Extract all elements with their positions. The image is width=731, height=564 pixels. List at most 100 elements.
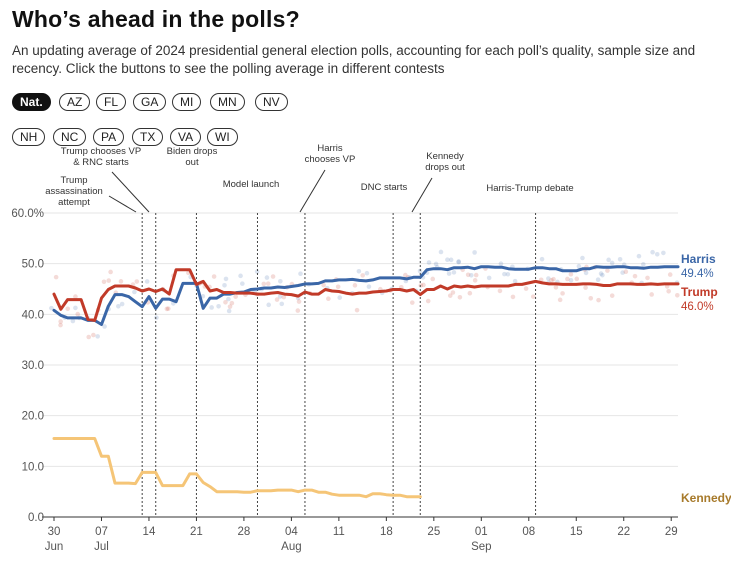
x-tick-label: 25	[427, 526, 440, 538]
poll-dot	[216, 303, 221, 309]
contest-button-az[interactable]: AZ	[59, 93, 91, 111]
event-label: attempt	[58, 197, 90, 208]
series-value-harris: 49.4%	[681, 268, 714, 280]
event-label: Harris-Trump debate	[486, 183, 573, 194]
poll-dot	[116, 303, 121, 309]
x-tick-label: 07	[95, 526, 108, 538]
poll-dot	[447, 293, 453, 298]
series-line-harris	[52, 265, 680, 326]
poll-dot	[326, 296, 331, 302]
poll-dot	[223, 276, 229, 282]
poll-dot	[568, 277, 574, 283]
contest-button-nv[interactable]: NV	[255, 93, 288, 111]
contest-button-mn[interactable]: MN	[210, 93, 245, 111]
series-end-labels: Harris 49.4% Trump 46.0% Kennedy	[681, 252, 731, 505]
contest-button-tx[interactable]: TX	[132, 128, 164, 146]
poll-dot	[530, 294, 536, 299]
poll-dot	[274, 297, 280, 302]
x-month-label: Sep	[471, 541, 491, 553]
poll-dot	[261, 281, 267, 287]
poll-dot	[551, 276, 556, 282]
poll-dot	[606, 257, 611, 263]
poll-dot	[352, 283, 358, 288]
series-value-trump: 46.0%	[681, 301, 714, 313]
poll-dot	[649, 292, 654, 297]
poll-dot	[623, 269, 629, 274]
poll-dot	[568, 271, 574, 277]
poll-dot	[264, 275, 270, 280]
contest-button-national[interactable]: Nat.	[12, 93, 51, 111]
event-label: Trump	[60, 175, 87, 186]
poll-dot	[73, 305, 78, 311]
poll-dot	[574, 276, 580, 282]
poll-dot	[580, 255, 585, 261]
event-label: Biden drops	[167, 146, 218, 157]
poll-dot	[366, 284, 372, 289]
x-month-label: Jun	[45, 541, 64, 553]
poll-dot	[144, 279, 150, 284]
x-tick-label: 29	[665, 526, 678, 538]
x-tick-label: 30	[48, 526, 61, 538]
contest-button-va[interactable]: VA	[170, 128, 202, 146]
poll-dot	[270, 274, 276, 279]
series-line-kennedy	[52, 437, 422, 499]
poll-dot	[583, 285, 588, 290]
poll-dot	[641, 262, 646, 267]
y-tick-label: 0.0	[28, 512, 44, 524]
contest-button-ga[interactable]: GA	[133, 93, 167, 111]
poll-dot	[106, 278, 112, 283]
poll-dot	[166, 306, 171, 311]
event-leader-line	[108, 195, 137, 213]
poll-dot	[620, 270, 625, 275]
contest-button-nc[interactable]: NC	[53, 128, 87, 146]
poll-dot	[451, 270, 457, 275]
event-leader-line	[111, 171, 150, 213]
contest-button-pa[interactable]: PA	[93, 128, 125, 146]
y-tick-label: 30.0	[22, 360, 44, 372]
poll-dot	[154, 315, 159, 320]
poll-dot	[595, 277, 601, 282]
contest-button-fl[interactable]: FL	[96, 93, 127, 111]
event-label: Harris	[317, 143, 343, 154]
contest-button-wi[interactable]: WI	[207, 128, 238, 146]
series-line-trump	[52, 268, 680, 322]
x-month-label: Jul	[94, 541, 109, 553]
poll-dot	[86, 334, 92, 340]
poll-dot	[600, 272, 605, 278]
gridlines	[42, 212, 678, 518]
contest-button-mi[interactable]: MI	[172, 93, 202, 111]
poll-dot	[95, 334, 100, 339]
x-tick-label: 15	[570, 526, 583, 538]
y-tick-label: 10.0	[22, 461, 44, 473]
poll-dot	[539, 256, 545, 262]
poll-dot	[227, 304, 233, 309]
poll-dot	[457, 295, 463, 300]
poll-dot	[278, 278, 283, 284]
page-subtitle: An updating average of 2024 presidential…	[12, 43, 696, 76]
poll-dot	[445, 257, 450, 263]
poll-dot	[337, 295, 343, 300]
poll-dot	[134, 279, 140, 284]
poll-dot	[650, 249, 655, 255]
poll-dot	[467, 290, 473, 296]
x-tick-label: 11	[333, 526, 345, 538]
poll-dot	[546, 276, 551, 281]
poll-dot	[486, 275, 492, 281]
event-label: assassination	[45, 186, 103, 197]
x-tick-label: 14	[143, 526, 156, 538]
poll-dot	[279, 301, 285, 307]
poll-dot	[473, 272, 479, 278]
contest-button-nh[interactable]: NH	[12, 128, 46, 146]
poll-dot	[222, 282, 227, 288]
poll-dot	[101, 279, 107, 285]
poll-dot	[636, 253, 642, 259]
event-label: Trump chooses VP	[61, 146, 141, 157]
page-title: Who’s ahead in the polls?	[12, 6, 300, 32]
x-tick-label: 28	[238, 526, 251, 538]
poll-dot	[119, 301, 125, 307]
series-label-trump: Trump	[681, 285, 718, 299]
poll-dot	[456, 259, 461, 265]
poll-dot	[295, 308, 301, 313]
